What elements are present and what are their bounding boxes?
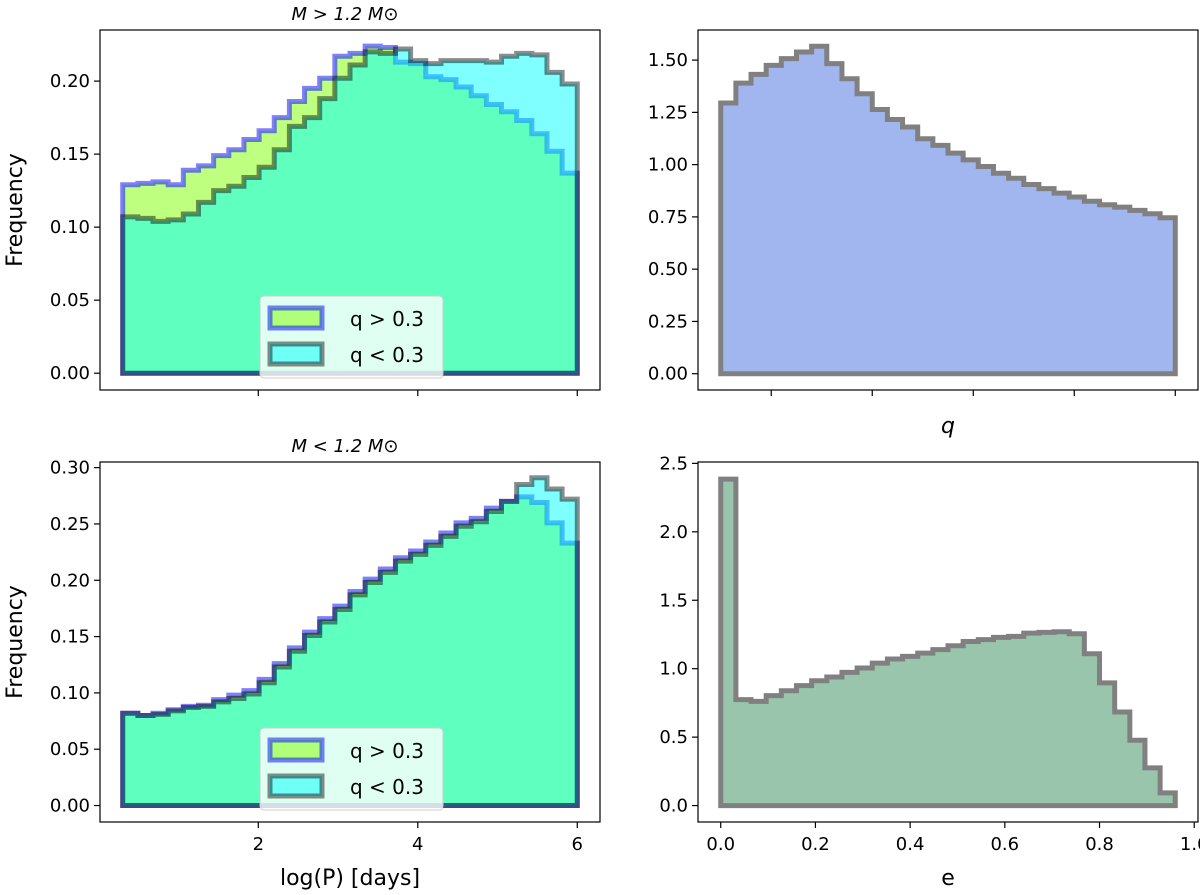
y-tick-label: 0.05: [50, 739, 90, 760]
y-tick-label: 0.25: [648, 311, 688, 332]
x-tick-label: 0.2: [801, 834, 830, 855]
y-tick-label: 0.10: [50, 217, 90, 238]
legend: q > 0.3 q < 0.3: [259, 295, 444, 379]
legend-label: q > 0.3: [350, 307, 424, 331]
histogram-series: [718, 476, 1178, 809]
panel-bottom-right: 0.0 0.5 1.0 1.5 2.0 2.5 0.0 0.2 0.4 0.6 0.8 1.0: [659, 453, 1200, 855]
x-tick-label: 0.8: [1085, 834, 1114, 855]
y-tick-label: 0.75: [648, 207, 688, 228]
panel-top-left: 0.00 0.05 0.10 0.15 0.20 q > 0.3 q < 0.3: [50, 29, 601, 396]
y-tick-label: 0.5: [659, 727, 688, 748]
x-tick-label: 6: [572, 834, 583, 855]
legend-swatch: [267, 737, 325, 763]
y-tick-label: 0.15: [50, 144, 90, 165]
axes-frame: [99, 461, 601, 823]
y-tick-label: 1.00: [648, 155, 688, 176]
legend: q > 0.3 q < 0.3: [259, 727, 444, 811]
x-tick-label: 4: [412, 834, 423, 855]
y-tick-label: 0.00: [648, 364, 688, 385]
y-tick-label: 1.0: [659, 659, 688, 680]
y-tick-label: 0.20: [50, 570, 90, 591]
xlabel-bottom-right: e: [941, 866, 955, 891]
y-tick-label: 0.30: [50, 458, 90, 479]
legend-swatch: [267, 305, 325, 331]
y-tick-label: 0.00: [50, 796, 90, 817]
y-tick-label: 0.00: [50, 363, 90, 384]
y-tick-label: 1.25: [648, 102, 688, 123]
y-tick-label: 0.20: [50, 71, 90, 92]
legend-label: q > 0.3: [350, 739, 424, 763]
y-tick-label: 1.5: [659, 590, 688, 611]
y-tick-label: 0.10: [50, 683, 90, 704]
title-bottom-left: M < 1.2 M⊙: [291, 436, 398, 457]
histogram-q-0-3: [120, 46, 580, 376]
y-tick-label: 0.05: [50, 290, 90, 311]
axes-frame: [697, 29, 1199, 391]
xlabel-top-right: q: [941, 414, 955, 439]
y-tick-label: 0.15: [50, 627, 90, 648]
histogram-q-0-3: [120, 475, 580, 809]
legend-label: q < 0.3: [350, 775, 424, 799]
x-tick-label: 1.0: [1180, 834, 1200, 855]
panel-top-right: 0.00 0.25 0.50 0.75 1.00 1.25 1.50: [648, 29, 1199, 396]
xlabel-bottom-left: log(P) [days]: [280, 866, 420, 891]
x-tick-label: 2: [253, 834, 264, 855]
x-tick-label: 0.0: [706, 834, 735, 855]
title-top-left: M > 1.2 M⊙: [291, 4, 398, 25]
histogram-series: [718, 43, 1178, 377]
y-tick-label: 0.50: [648, 259, 688, 280]
ylabel-top-left: Frequency: [3, 153, 28, 267]
legend-label: q < 0.3: [350, 343, 424, 367]
panel-bottom-left: 0.000.050.100.150.200.250.302 4 6q > 0.3q …: [50, 458, 601, 855]
legend-swatch: [267, 773, 325, 799]
y-tick-label: 2.5: [659, 453, 688, 474]
y-tick-label: 2.0: [659, 522, 688, 543]
x-tick-label: 0.4: [896, 834, 925, 855]
ylabel-bottom-left: Frequency: [3, 585, 28, 699]
x-tick-label: 0.6: [990, 834, 1019, 855]
axes-frame: [99, 29, 601, 391]
y-tick-label: 1.50: [648, 50, 688, 71]
y-tick-label: 0.0: [659, 796, 688, 817]
axes-frame: [697, 461, 1199, 823]
legend-swatch: [267, 341, 325, 367]
y-tick-label: 0.25: [50, 514, 90, 535]
